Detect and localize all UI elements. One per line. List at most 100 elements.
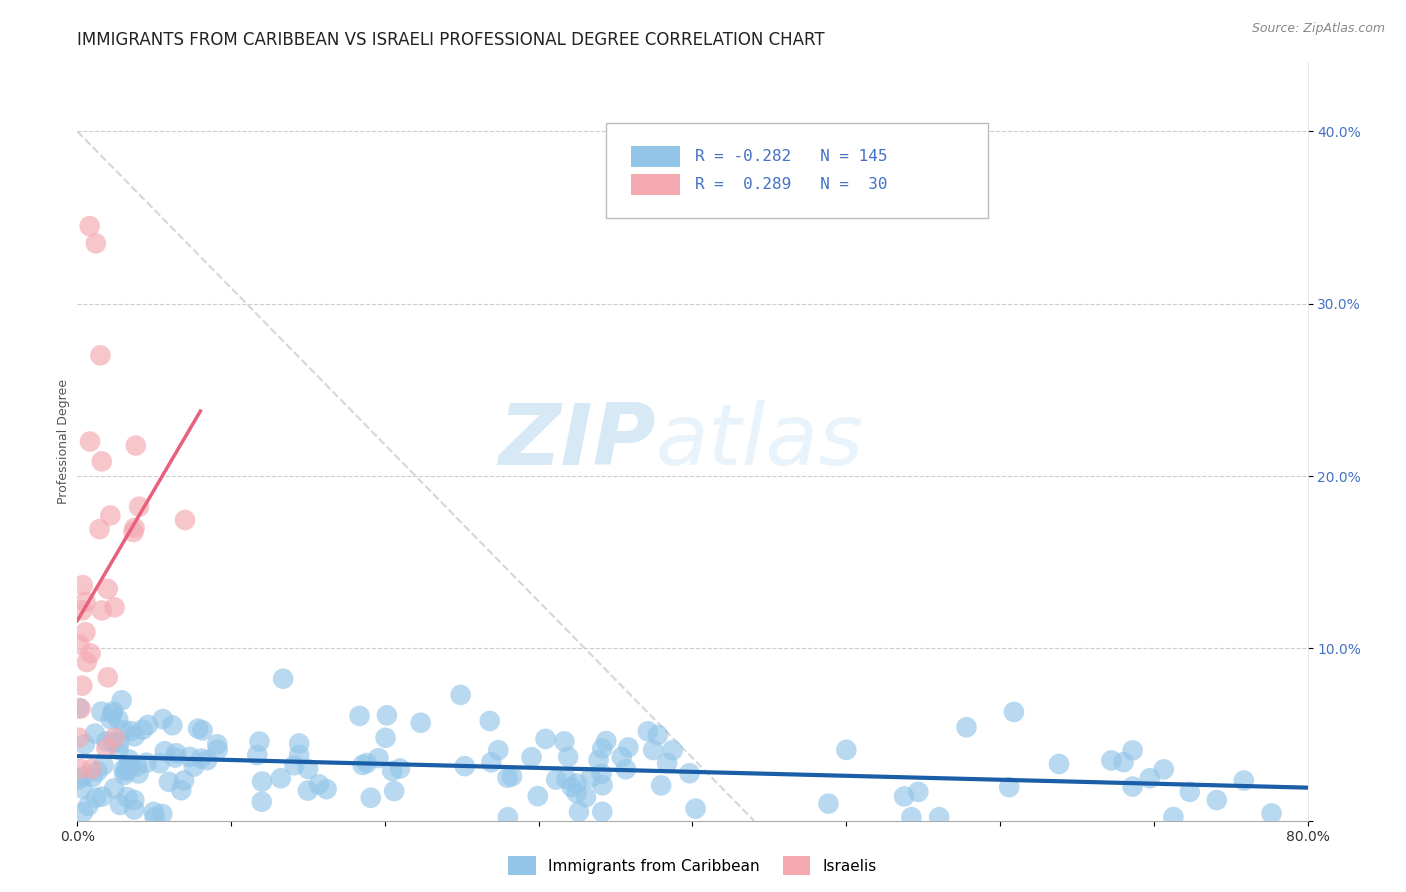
Point xyxy=(120,760,142,774)
Point xyxy=(170,783,193,797)
Point xyxy=(297,783,319,797)
Point xyxy=(163,750,186,764)
Point xyxy=(142,805,165,819)
Point xyxy=(97,670,120,684)
Point xyxy=(75,595,97,609)
Point xyxy=(250,774,273,789)
Point xyxy=(90,603,112,617)
Point xyxy=(610,750,633,764)
Point xyxy=(131,723,153,737)
Point xyxy=(1260,806,1282,821)
Point xyxy=(67,731,90,745)
Point xyxy=(479,756,502,770)
Point xyxy=(107,713,129,727)
Point xyxy=(187,722,209,736)
Point xyxy=(526,789,548,804)
Point xyxy=(90,454,112,468)
Point xyxy=(297,762,319,776)
Point xyxy=(592,778,614,792)
Point xyxy=(86,764,108,779)
Point xyxy=(617,740,640,755)
Point xyxy=(637,724,659,739)
Point xyxy=(288,747,311,762)
Point xyxy=(907,785,929,799)
Point xyxy=(191,723,214,738)
Point xyxy=(79,434,101,449)
Point xyxy=(72,679,94,693)
Point xyxy=(84,790,107,805)
Point xyxy=(207,742,229,756)
Point xyxy=(136,718,159,732)
Point xyxy=(1122,743,1144,757)
Point xyxy=(207,737,229,751)
Point xyxy=(817,797,839,811)
Point xyxy=(546,772,568,787)
Point xyxy=(114,764,136,779)
Point xyxy=(1047,756,1070,771)
Point xyxy=(270,771,292,785)
Point xyxy=(1099,754,1122,768)
Point xyxy=(955,720,977,734)
Point xyxy=(588,753,610,767)
Point xyxy=(450,688,472,702)
Point xyxy=(89,348,111,362)
Point xyxy=(84,236,107,251)
Point xyxy=(174,513,197,527)
Point xyxy=(111,693,134,707)
Point xyxy=(89,522,111,536)
Point xyxy=(381,764,404,778)
Point xyxy=(149,756,172,771)
Point xyxy=(661,743,683,757)
Point xyxy=(125,759,148,773)
Point xyxy=(112,763,135,777)
Point xyxy=(125,438,148,452)
Text: R = -0.282   N = 145: R = -0.282 N = 145 xyxy=(695,149,887,164)
Point xyxy=(553,734,575,748)
Point xyxy=(195,753,218,767)
Point xyxy=(72,578,94,592)
Point xyxy=(72,769,94,783)
Point xyxy=(135,756,157,770)
Point xyxy=(101,705,124,719)
Point xyxy=(1205,793,1227,807)
Point xyxy=(103,781,125,796)
Point xyxy=(520,750,543,764)
Point xyxy=(591,766,613,780)
Text: atlas: atlas xyxy=(655,400,863,483)
Point xyxy=(80,762,103,776)
Point xyxy=(77,798,100,813)
Point xyxy=(1002,705,1025,719)
Point xyxy=(76,655,98,669)
Point xyxy=(79,219,101,234)
Point xyxy=(496,810,519,824)
Point xyxy=(67,772,90,787)
Point xyxy=(360,790,382,805)
Point xyxy=(382,784,405,798)
Point xyxy=(614,762,637,776)
Point xyxy=(1139,772,1161,786)
Text: Source: ZipAtlas.com: Source: ZipAtlas.com xyxy=(1251,22,1385,36)
Point xyxy=(108,735,131,749)
Point xyxy=(108,797,131,812)
Point xyxy=(595,734,617,748)
Point xyxy=(367,751,389,765)
Point xyxy=(82,770,104,784)
FancyBboxPatch shape xyxy=(606,123,988,218)
Point xyxy=(114,768,136,782)
Point xyxy=(565,776,588,790)
Point xyxy=(103,600,125,615)
Point xyxy=(162,718,184,732)
Point xyxy=(246,747,269,762)
Point xyxy=(315,782,337,797)
Point xyxy=(72,603,94,617)
Point xyxy=(69,762,91,776)
Point xyxy=(98,508,121,523)
Point xyxy=(579,771,602,785)
Bar xyxy=(631,145,681,167)
Point xyxy=(454,759,477,773)
Point xyxy=(1178,785,1201,799)
Point xyxy=(1153,763,1175,777)
Point xyxy=(120,724,142,739)
Point xyxy=(101,735,124,749)
Point xyxy=(124,729,146,743)
